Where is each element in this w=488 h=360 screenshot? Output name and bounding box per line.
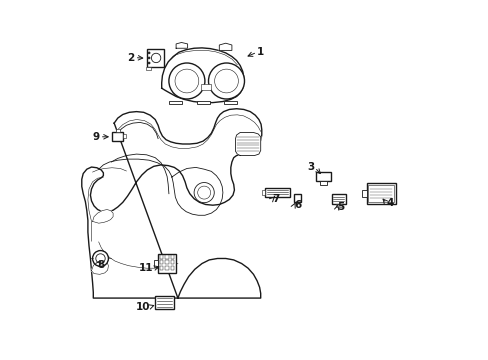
Polygon shape <box>235 132 260 156</box>
Bar <box>335 204 341 207</box>
Bar <box>145 67 151 70</box>
Bar <box>362 190 366 197</box>
Text: 5: 5 <box>337 202 344 212</box>
Bar <box>155 296 174 309</box>
Circle shape <box>208 63 244 99</box>
Circle shape <box>214 69 238 93</box>
Bar <box>160 260 163 264</box>
Polygon shape <box>92 210 113 223</box>
Bar <box>170 255 174 259</box>
Text: 1: 1 <box>257 47 264 57</box>
Text: 8: 8 <box>98 260 104 270</box>
Polygon shape <box>91 260 108 274</box>
Bar <box>366 183 395 204</box>
Circle shape <box>175 69 199 93</box>
Circle shape <box>197 186 210 199</box>
Text: 11: 11 <box>139 263 153 273</box>
Bar <box>158 254 176 273</box>
Bar <box>262 190 265 195</box>
Bar <box>168 101 182 104</box>
Text: 2: 2 <box>127 53 134 63</box>
Bar <box>115 129 120 132</box>
Circle shape <box>148 57 150 59</box>
Bar <box>123 134 126 138</box>
Text: 7: 7 <box>272 194 280 204</box>
Circle shape <box>92 251 108 266</box>
Bar <box>331 194 345 204</box>
Polygon shape <box>162 48 244 103</box>
Polygon shape <box>81 109 261 298</box>
Bar <box>367 185 393 202</box>
Circle shape <box>194 183 214 203</box>
Bar <box>170 260 174 264</box>
Bar <box>170 266 174 270</box>
Bar <box>112 131 123 140</box>
Bar <box>165 266 168 270</box>
Polygon shape <box>219 43 231 50</box>
Bar <box>165 255 168 259</box>
Bar <box>146 49 163 67</box>
Circle shape <box>96 254 105 263</box>
Circle shape <box>168 63 204 99</box>
Bar <box>316 172 330 181</box>
Bar <box>160 255 163 259</box>
Bar <box>196 101 209 104</box>
Bar <box>265 188 289 197</box>
Bar <box>165 260 168 264</box>
Bar <box>224 101 237 104</box>
Circle shape <box>148 62 150 64</box>
Circle shape <box>148 52 150 54</box>
Bar <box>200 84 211 90</box>
Text: 10: 10 <box>135 302 150 312</box>
Text: 9: 9 <box>92 132 100 142</box>
Bar <box>160 266 163 270</box>
Circle shape <box>151 53 161 63</box>
Text: 4: 4 <box>386 198 393 208</box>
Bar <box>154 260 158 267</box>
Text: 6: 6 <box>294 200 301 210</box>
Bar <box>320 181 326 184</box>
Text: 3: 3 <box>307 162 314 172</box>
Bar <box>294 194 301 202</box>
Polygon shape <box>176 42 187 48</box>
